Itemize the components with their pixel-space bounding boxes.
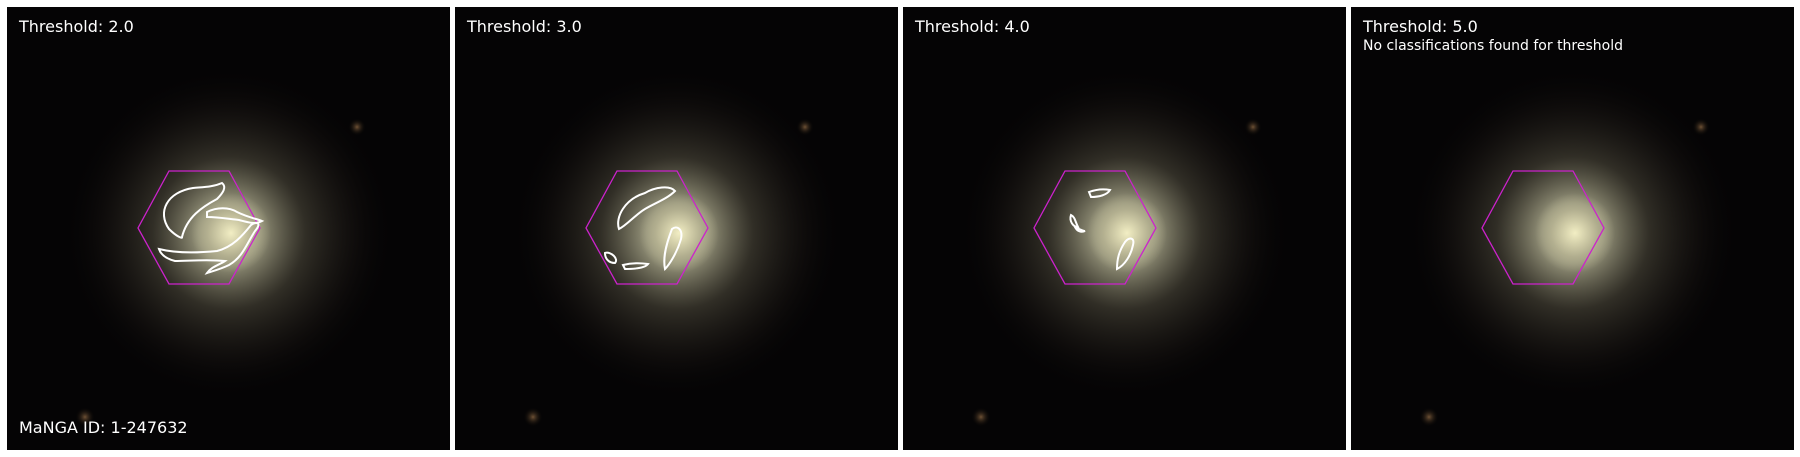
classification-contour (206, 207, 265, 224)
background-star (1419, 407, 1439, 427)
panel-threshold-5: Threshold: 5.0 No classifications found … (1351, 7, 1794, 450)
classification-contour (603, 251, 617, 265)
no-classifications-note: No classifications found for threshold (1363, 38, 1623, 54)
panel-threshold-4: Threshold: 4.0 (903, 7, 1346, 450)
ifu-hexagon (585, 170, 709, 285)
panel-title: Threshold: 4.0 (915, 17, 1030, 36)
classification-contour (1069, 213, 1080, 229)
galaxy-image (903, 7, 1346, 450)
background-star (523, 407, 543, 427)
background-star (796, 118, 814, 136)
ifu-hexagon (137, 170, 261, 285)
galaxy-image (7, 7, 450, 450)
classification-contour (663, 226, 683, 272)
panel-title: Threshold: 3.0 (467, 17, 582, 36)
galaxy-image (455, 7, 898, 450)
panel-title: Threshold: 2.0 (19, 17, 134, 36)
galaxy-core (639, 193, 719, 273)
background-star (1692, 118, 1710, 136)
galaxy-core (1087, 193, 1167, 273)
classification-contour (1087, 188, 1112, 199)
galaxy-core (191, 193, 271, 273)
classification-contour (157, 222, 260, 275)
classification-contour (1115, 237, 1135, 271)
background-star (348, 118, 366, 136)
manga-id-label: MaNGA ID: 1-247632 (19, 418, 188, 437)
panel-threshold-3: Threshold: 3.0 (455, 7, 898, 450)
classification-contour (617, 186, 677, 231)
classification-contour (621, 262, 650, 271)
panel-threshold-2: Threshold: 2.0 MaNGA ID: 1-247632 (7, 7, 450, 450)
panel-title: Threshold: 5.0 (1363, 17, 1478, 36)
background-star (75, 407, 95, 427)
classification-contour (163, 181, 226, 239)
ifu-hexagon (1481, 170, 1605, 285)
galaxy-core (1535, 193, 1615, 273)
classification-contour (1072, 224, 1086, 233)
background-star (1244, 118, 1262, 136)
ifu-hexagon (1033, 170, 1157, 285)
background-star (971, 407, 991, 427)
galaxy-image (1351, 7, 1794, 450)
